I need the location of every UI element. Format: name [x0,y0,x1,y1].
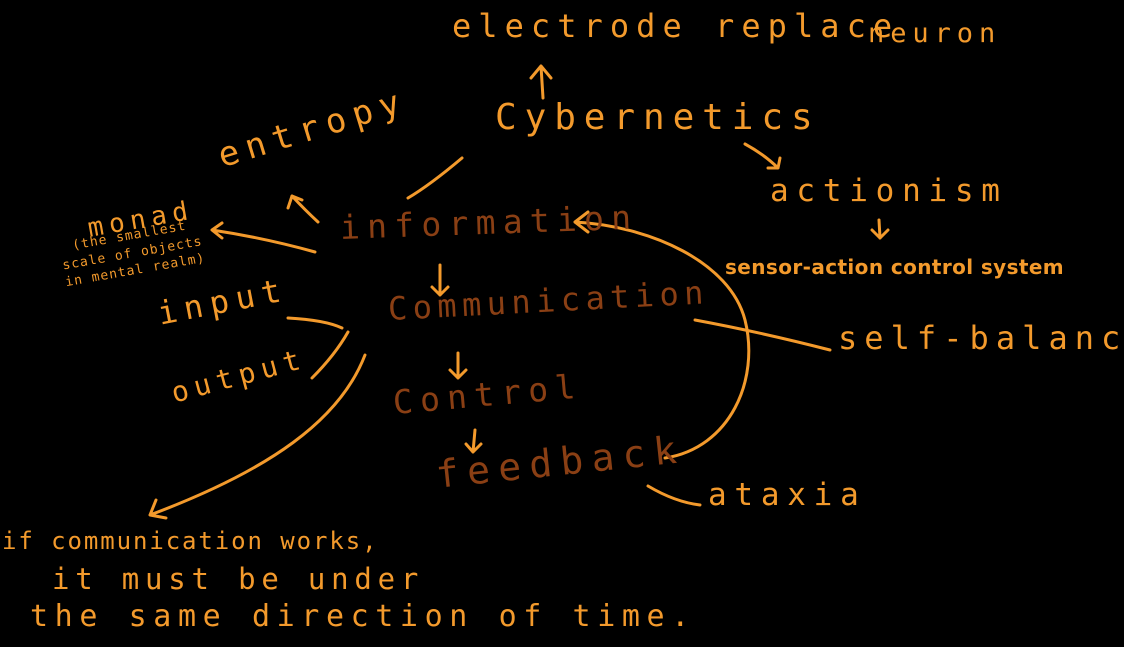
note-line: the same direction of time. [30,599,696,634]
arrow-communication-to-note [148,353,367,520]
electrode-replace-label: electrode replace [452,7,900,45]
ataxia-label: ataxia [708,477,867,513]
line-cybernetics-to-information [406,156,464,200]
arrow-information-to-entropy [286,194,320,224]
self-balance-label: self-balance [838,319,1124,357]
line-communication-to-output [310,330,350,380]
arrow-information-to-communication [430,263,450,297]
actionism-label: actionism [770,173,1008,209]
arrow-cybernetics-to-electrode [529,64,553,100]
note-line: if communication works, [2,527,379,555]
arrow-actionism-to-sensor-system [870,218,890,240]
line-feedback-to-ataxia [646,484,702,507]
sensor-action-control-label: sensor-action control system [725,255,1065,279]
note-line: it must be under [52,562,425,596]
time-direction-note: if communication works, it must be under… [2,522,696,636]
information-label: information [339,197,639,247]
arrow-feedback-to-information [573,210,751,460]
neuron-label: neuron [868,18,1002,49]
line-input-to-communication [286,316,344,330]
line-communication-to-self-balance [693,318,832,352]
cybernetics-label: Cybernetics [495,97,821,138]
arrow-information-to-monad [210,221,317,254]
arrow-control-to-feedback [464,428,483,454]
arrow-cybernetics-to-actionism [743,142,782,170]
arrow-communication-to-control [448,351,468,380]
